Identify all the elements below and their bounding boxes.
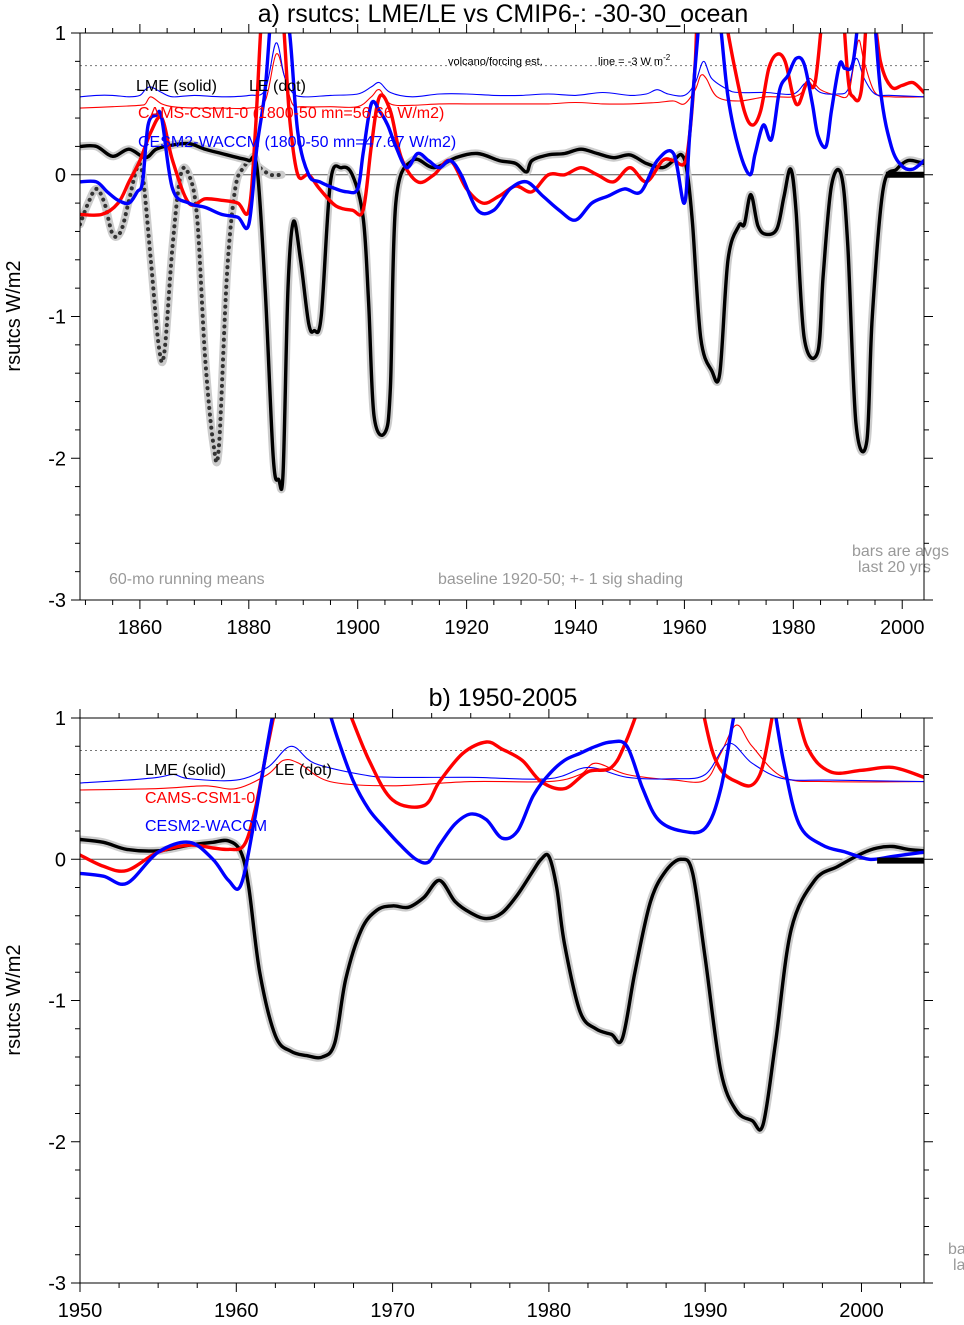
panel-a-tick-labels: 1860 1880 1900 1920 1940 1960 1980 2000 1 0 -1 -2 -3 — [48, 23, 924, 639]
x-tick-label: 1960 — [662, 617, 707, 639]
panel-b-series — [80, 718, 924, 1134]
panel-a-reference-lines — [80, 65, 924, 176]
series-line-cams-csm1-0 — [80, 33, 924, 217]
panel-b: b) 1950-2005 rsutcs W/m2 1950 1960 1970 198… — [3, 684, 964, 1322]
panel-b-y-axis-label: rsutcs W/m2 — [3, 944, 25, 1055]
x-tick-label: 1860 — [118, 617, 163, 639]
series-line-lme-solid — [80, 837, 924, 1132]
y-tick-label: -1 — [48, 991, 66, 1013]
panel-b-bars-note-line2: la — [953, 1257, 964, 1274]
panel-a-volcano-note: volcano/forcing est. — [448, 56, 543, 68]
y-tick-label: -1 — [48, 307, 66, 329]
y-tick-label: 0 — [55, 849, 66, 871]
panel-b-tick-labels: 1950 1960 1970 1980 1990 2000 1 0 -1 -2 -3 — [48, 708, 884, 1322]
series-line-cesm2-waccm — [80, 33, 924, 231]
legend-cams: CAMS-CSM1-0 (1800-50 mn=56.66 W/m2) — [138, 105, 444, 122]
running-mean-note: 60-mo running means — [109, 571, 265, 588]
series-line-cesm2-waccm — [80, 718, 924, 891]
legend-b-cams: CAMS-CSM1-0 — [145, 790, 255, 807]
legend-b-cesm: CESM2-WACCM — [145, 818, 267, 835]
legend-b-le: LE (dot) — [275, 762, 332, 779]
y-tick-label: -2 — [48, 1132, 66, 1154]
x-tick-label: 1920 — [444, 617, 489, 639]
legend-lme: LME (solid) — [136, 78, 217, 95]
panel-b-frame — [79, 717, 925, 1284]
panel-a-forcing-line-note: line = -3 W m-2 — [598, 53, 671, 68]
series-line-cams-csm1-0 — [80, 718, 924, 873]
panel-a-ticks — [71, 24, 933, 609]
x-tick-label: 1940 — [553, 617, 598, 639]
x-tick-label: 1980 — [771, 617, 816, 639]
series-line-cams-csm1-0-thin — [80, 39, 924, 110]
y-tick-label: -3 — [48, 590, 66, 612]
x-tick-label: 1990 — [683, 1300, 728, 1322]
x-tick-label: 1950 — [58, 1300, 103, 1322]
y-tick-label: -3 — [48, 1273, 66, 1295]
legend-b-lme: LME (solid) — [145, 762, 226, 779]
panel-a: a) rsutcs: LME/LE vs CMIP6-: -30-30_ocea… — [3, 0, 949, 639]
x-tick-label: 2000 — [880, 617, 925, 639]
y-tick-label: 1 — [55, 23, 66, 45]
y-tick-label: 1 — [55, 708, 66, 730]
x-tick-label: 1980 — [527, 1300, 572, 1322]
panel-a-frame — [79, 32, 925, 601]
legend-le: LE (dot) — [249, 78, 306, 95]
x-tick-label: 2000 — [839, 1300, 884, 1322]
series-shading-lme-solid — [80, 835, 924, 1134]
bars-note-line1: bars are avgs — [852, 543, 949, 560]
series-line-cesm2-waccm-thin — [80, 42, 924, 98]
y-tick-label: -2 — [48, 448, 66, 470]
panel-b-title: b) 1950-2005 — [429, 684, 578, 712]
series-line-cams-csm1-0-thin — [80, 724, 924, 791]
y-tick-label: 0 — [55, 165, 66, 187]
x-tick-label: 1960 — [214, 1300, 259, 1322]
panel-b-ticks — [71, 709, 933, 1292]
series-line-lme-solid — [80, 141, 924, 491]
bars-note-line2: last 20 yrs — [858, 559, 931, 576]
x-tick-label: 1970 — [370, 1300, 415, 1322]
panel-a-title: a) rsutcs: LME/LE vs CMIP6-: -30-30_ocea… — [258, 0, 748, 28]
panel-b-bars-note-line1: ba — [948, 1241, 964, 1258]
baseline-note: baseline 1920-50; +- 1 sig shading — [438, 571, 683, 588]
legend-cesm: CESM2-WACCM (1800-50 mn=47.67 W/m2) — [138, 134, 456, 151]
panel-a-series — [80, 33, 924, 494]
panel-a-y-axis-label: rsutcs W/m2 — [3, 260, 25, 371]
x-tick-label: 1900 — [335, 617, 380, 639]
x-tick-label: 1880 — [227, 617, 272, 639]
